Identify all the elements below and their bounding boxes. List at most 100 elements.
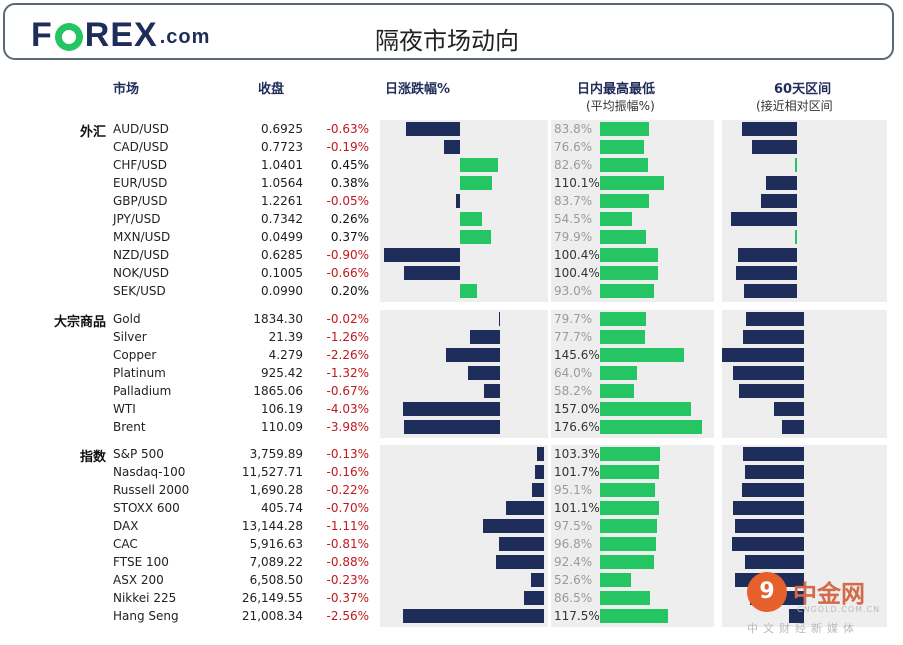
range-60d-bar [734, 519, 804, 533]
range-60d-bar [733, 366, 804, 380]
market-name: CAC [113, 537, 138, 551]
daily-change-bar [505, 501, 544, 515]
intraday-range-bar [600, 465, 659, 479]
market-name: WTI [113, 402, 136, 416]
market-name: Hang Seng [113, 609, 179, 623]
daily-change-value: -0.90% [326, 248, 369, 262]
range-pct-value: 101.1% [554, 501, 600, 515]
range-60d-bar [730, 212, 797, 226]
range-60d-bar [761, 194, 797, 208]
range-pct-value: 77.7% [554, 330, 593, 344]
daily-change-value: 0.37% [330, 230, 369, 244]
range-pct-value: 93.0% [554, 284, 593, 298]
watermark-url: CNGOLD.COM.CN [797, 605, 881, 614]
intraday-range-bar [600, 537, 657, 551]
daily-change-bar [460, 230, 492, 244]
range-60d-bar [741, 122, 797, 136]
close-value: 11,527.71 [241, 465, 303, 479]
intraday-range-bar [600, 483, 656, 497]
close-value: 925.42 [261, 366, 303, 380]
cngold-watermark: 9 中金网 CNGOLD.COM.CN 中文财经新媒体 [745, 572, 895, 638]
logo-dotcom: .com [159, 26, 211, 48]
range-60d-bar [736, 266, 797, 280]
market-name: Russell 2000 [113, 483, 190, 497]
daily-change-value: -0.22% [326, 483, 369, 497]
range-pct-value: 79.7% [554, 312, 593, 326]
range-60d-bar [744, 555, 804, 569]
close-value: 6,508.50 [249, 573, 303, 587]
close-value: 1,690.28 [249, 483, 303, 497]
daily-change-bar [460, 212, 483, 226]
range-pct-value: 117.5% [554, 609, 600, 623]
intraday-range-bar [600, 284, 654, 298]
daily-change-value: -0.23% [326, 573, 369, 587]
page-title: 隔夜市场动向 [375, 27, 519, 55]
market-name: CHF/USD [113, 158, 167, 172]
range-60d-bar [731, 537, 804, 551]
daily-change-bar [383, 248, 460, 262]
range-pct-value: 157.0% [554, 402, 600, 416]
daily-change-value: -0.05% [326, 194, 369, 208]
range-60d-bar [741, 483, 804, 497]
intraday-range-bar [600, 402, 692, 416]
range-pct-value: 100.4% [554, 266, 600, 280]
daily-change-value: -1.26% [326, 330, 369, 344]
range-60d-bar [751, 140, 797, 154]
close-value: 1834.30 [253, 312, 303, 326]
range-pct-value: 92.4% [554, 555, 593, 569]
market-name: Palladium [113, 384, 172, 398]
market-name: GBP/USD [113, 194, 168, 208]
close-value: 1.0401 [261, 158, 303, 172]
daily-change-value: -4.03% [326, 402, 369, 416]
col-header-intraday-range: 日内最高最低 [577, 82, 656, 97]
daily-change-bar [531, 573, 544, 587]
intraday-range-bar [600, 447, 660, 461]
close-value: 7,089.22 [249, 555, 303, 569]
range-pct-value: 52.6% [554, 573, 593, 587]
range-pct-value: 76.6% [554, 140, 593, 154]
market-name: Platinum [113, 366, 166, 380]
range-pct-value: 64.0% [554, 366, 593, 380]
close-value: 110.09 [261, 420, 303, 434]
daily-change-bar [523, 591, 544, 605]
daily-change-bar [443, 140, 460, 154]
intraday-range-bar [600, 122, 649, 136]
intraday-range-bar [600, 366, 638, 380]
range-60d-bar [773, 402, 804, 416]
range-60d-bar [781, 420, 804, 434]
market-name: S&P 500 [113, 447, 164, 461]
daily-change-bar [406, 122, 460, 136]
close-value: 0.6285 [261, 248, 303, 262]
section-label: 大宗商品 [53, 315, 106, 330]
close-value: 1865.06 [253, 384, 303, 398]
forex-logo: F REX .com [31, 16, 211, 54]
daily-change-bar [455, 194, 460, 208]
close-value: 0.7342 [261, 212, 303, 226]
daily-change-bar [535, 465, 544, 479]
market-name: JPY/USD [113, 212, 161, 226]
range-60d-bar [744, 465, 804, 479]
range-60d-bar [733, 501, 804, 515]
col-header-market: 市场 [113, 82, 140, 97]
daily-change-bar [482, 519, 544, 533]
logo-o-mark [54, 23, 83, 51]
daily-change-value: -0.19% [326, 140, 369, 154]
range-pct-value: 79.9% [554, 230, 593, 244]
market-name: Nikkei 225 [113, 591, 177, 605]
close-value: 1.2261 [261, 194, 303, 208]
intraday-range-bar [600, 212, 632, 226]
market-name: CAD/USD [113, 140, 169, 154]
range-60d-bar [743, 330, 804, 344]
intraday-range-bar [600, 555, 654, 569]
daily-change-bar [483, 384, 500, 398]
intraday-range-bar [600, 591, 651, 605]
intraday-range-bar [600, 420, 703, 434]
daily-change-value: -0.67% [326, 384, 369, 398]
market-name: MXN/USD [113, 230, 171, 244]
market-name: Silver [113, 330, 147, 344]
daily-change-value: -1.11% [326, 519, 369, 533]
range-pct-value: 96.8% [554, 537, 593, 551]
daily-change-bar [403, 402, 500, 416]
daily-change-value: -0.02% [326, 312, 369, 326]
range-pct-value: 83.8% [554, 122, 593, 136]
